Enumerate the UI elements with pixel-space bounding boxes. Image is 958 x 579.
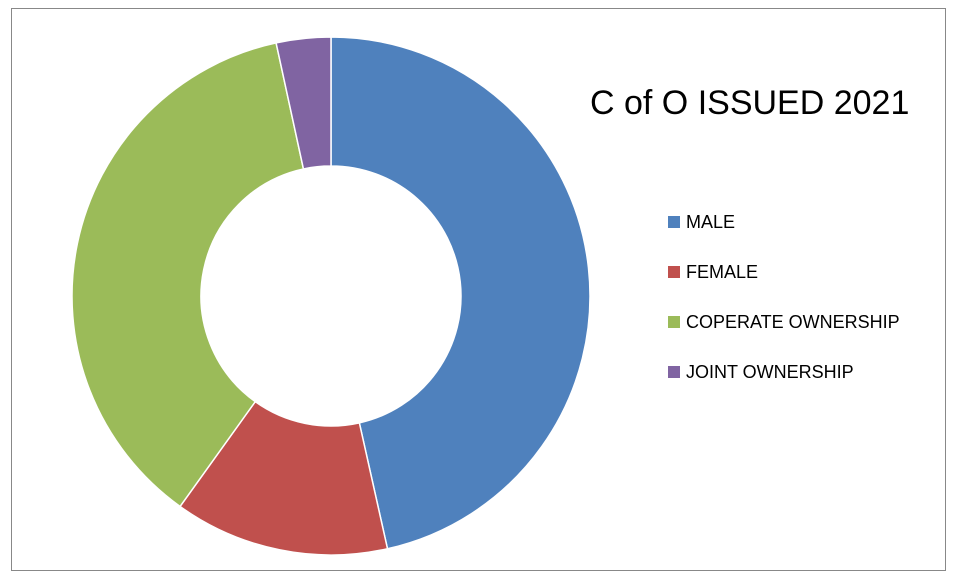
legend-label-joint-ownership: JOINT OWNERSHIP <box>686 361 854 382</box>
chart-legend: MALE FEMALE COPERATE OWNERSHIP JOINT OWN… <box>668 212 900 412</box>
donut-slice-male <box>330 36 591 550</box>
donut-slice-female <box>179 400 389 556</box>
legend-swatch-male <box>668 215 680 228</box>
legend-label-female: FEMALE <box>686 261 759 282</box>
legend-swatch-coperate-ownership <box>668 315 680 328</box>
legend-item-coperate-ownership: COPERATE OWNERSHIP <box>668 312 900 331</box>
chart-title: C of O ISSUED 2021 <box>590 84 910 122</box>
legend-item-female: FEMALE <box>668 262 900 281</box>
donut-slice-joint-ownership <box>275 36 332 170</box>
legend-swatch-joint-ownership <box>668 365 680 378</box>
legend-label-male: MALE <box>686 211 736 232</box>
legend-label-coperate-ownership: COPERATE OWNERSHIP <box>686 311 900 332</box>
legend-item-male: MALE <box>668 212 900 231</box>
donut-slice-coperate-ownership <box>71 41 305 508</box>
legend-swatch-female <box>668 265 680 278</box>
legend-item-joint-ownership: JOINT OWNERSHIP <box>668 362 900 381</box>
